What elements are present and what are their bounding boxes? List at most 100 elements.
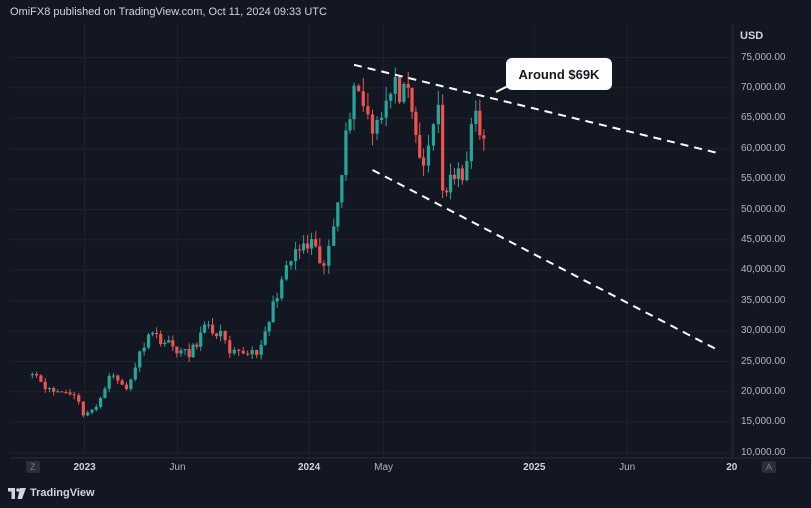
candle [271, 295, 275, 323]
candle [90, 408, 94, 415]
candle [267, 320, 271, 337]
candle [332, 218, 336, 246]
candle [56, 389, 60, 393]
candle-body [39, 375, 43, 382]
candle-body [289, 261, 293, 266]
candle-body [322, 263, 326, 266]
candle [414, 106, 418, 144]
candle [64, 389, 68, 394]
candle-body [86, 412, 90, 416]
time-tick-label: Jun [169, 462, 186, 473]
candle [116, 374, 120, 385]
candle-body [478, 110, 482, 136]
candle-body [77, 395, 81, 402]
candle-body [103, 388, 107, 398]
candle-body [384, 100, 388, 118]
candle [98, 396, 103, 409]
candle [246, 350, 250, 357]
candle-body [426, 145, 431, 166]
candle-body [414, 111, 418, 136]
candle-body [448, 174, 453, 193]
candle-body [393, 77, 397, 94]
trendline-dashed [372, 169, 721, 353]
candle [250, 346, 254, 360]
candle-body [210, 324, 215, 334]
zoom-toggle-button[interactable]: Z [26, 461, 40, 473]
candle [318, 238, 322, 264]
candle [474, 100, 478, 132]
candle-body [469, 124, 473, 162]
candle-body [284, 265, 288, 280]
candle [444, 187, 449, 197]
candle [436, 90, 440, 134]
time-tick-label: 2025 [523, 462, 546, 473]
candle-body [179, 350, 183, 354]
price-tick-label: 20,000.00 [741, 385, 786, 397]
candle-body [35, 374, 39, 376]
candle [460, 164, 464, 185]
candle [441, 94, 445, 199]
candle-body [218, 330, 223, 337]
candle-body [195, 344, 199, 347]
candle-body [397, 77, 402, 103]
candle-body [232, 349, 236, 354]
candle-body [418, 135, 422, 158]
candle [402, 82, 406, 104]
candle [167, 335, 171, 343]
candle [214, 332, 219, 340]
candle [151, 331, 155, 337]
candle [348, 112, 352, 134]
candle [218, 324, 223, 342]
candle [155, 327, 159, 339]
candle [77, 393, 81, 405]
candle [306, 234, 310, 253]
candle-body [187, 348, 191, 358]
time-tick-label: 20 [726, 462, 738, 473]
candle [357, 83, 361, 92]
candle-body [129, 379, 133, 390]
time-tick-label: Jun [619, 462, 636, 473]
candle-body [214, 333, 219, 337]
candle-body [452, 174, 457, 179]
candle-body [241, 350, 245, 354]
candle-body [151, 332, 155, 335]
candle-body [111, 375, 116, 377]
price-tick-label: 35,000.00 [741, 294, 786, 306]
candle-body [436, 104, 440, 125]
candle [340, 175, 344, 208]
candle [39, 374, 43, 383]
candle-body [375, 119, 379, 134]
candle-body [361, 91, 365, 107]
candle [43, 378, 47, 393]
candle-body [142, 347, 146, 352]
candle-body [120, 380, 124, 385]
candle-body [327, 245, 331, 266]
candle [195, 342, 199, 350]
candle-body [441, 104, 445, 191]
candle [138, 350, 142, 372]
candle [124, 382, 129, 391]
candle [171, 335, 175, 352]
candle [159, 330, 163, 347]
candle [187, 343, 191, 363]
candle [202, 321, 207, 334]
candle-body [465, 161, 469, 181]
price-tick-label: 25,000.00 [741, 355, 786, 367]
candle [183, 348, 187, 356]
candle [344, 122, 348, 182]
candle [237, 348, 241, 356]
candle-body [306, 243, 310, 249]
candle-body [255, 349, 259, 355]
candle [322, 260, 326, 275]
candle-body [175, 346, 179, 354]
candle-body [389, 93, 393, 101]
candle-body [259, 344, 263, 355]
price-axis-unit: USD [740, 30, 764, 42]
price-scale-panel [733, 0, 811, 458]
auto-scale-button[interactable]: A [762, 461, 777, 473]
candle-body [202, 324, 207, 333]
candle-body [402, 83, 406, 103]
trendlines-layer [353, 63, 721, 353]
candle [465, 151, 469, 182]
